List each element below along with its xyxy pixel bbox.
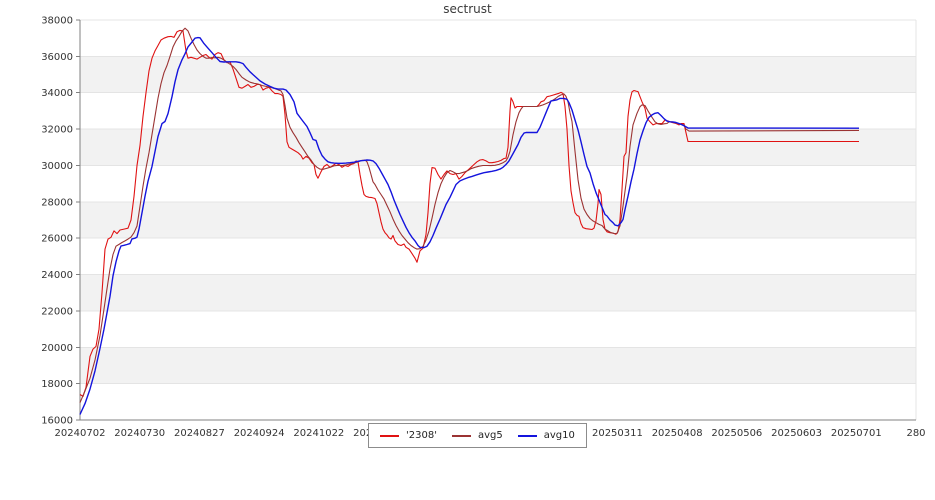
y-tick-label: 26000 (41, 234, 73, 245)
y-tick-label: 30000 (41, 161, 73, 172)
y-tick-label: 38000 (41, 16, 73, 27)
legend-item: avg10 (517, 429, 575, 441)
plot-band (80, 347, 916, 384)
plot-band (80, 274, 916, 311)
x-tick-label: 20240730 (114, 428, 165, 439)
y-tick-label: 32000 (41, 125, 73, 136)
x-tick-label: 20240827 (174, 428, 225, 439)
x-tick-label: 20250311 (592, 428, 643, 439)
y-tick-label: 24000 (41, 270, 73, 281)
legend-dash-icon (517, 434, 537, 437)
series-line-avg5 (79, 27, 860, 403)
x-tick-label: 20250506 (711, 428, 762, 439)
legend-dash-icon (451, 434, 471, 437)
plot-band (80, 201, 916, 239)
legend-item-label: avg5 (477, 429, 503, 441)
y-tick-label: 16000 (41, 416, 73, 427)
legend-dash-icon (380, 434, 399, 437)
plot-axes (76, 19, 916, 421)
plot-band (80, 56, 916, 93)
legend-item: '2308' (380, 429, 437, 441)
x-tick-label: 20241022 (293, 428, 344, 439)
x-tick-label: 280 (906, 428, 925, 439)
legend-item: avg5 (451, 429, 503, 441)
x-tick-label: 20240702 (55, 428, 106, 439)
y-tick-label: 28000 (41, 197, 73, 208)
y-tick-label: 22000 (41, 306, 73, 317)
legend: '2308' avg5 avg10 (368, 423, 587, 448)
y-tick-label: 20000 (41, 343, 73, 354)
x-tick-label: 20250408 (652, 428, 703, 439)
y-tick-label: 34000 (41, 88, 73, 99)
x-tick-label: 20250701 (831, 428, 882, 439)
y-tick-labels: 16000 18000 20000 22000 24000 26000 28000 30000… (41, 16, 73, 427)
x-tick-label: 20250603 (771, 428, 822, 439)
y-tick-label: 36000 (41, 52, 73, 63)
chart-title: sectrust (443, 2, 492, 16)
plot-bands (80, 56, 916, 384)
x-tick-label: 20240924 (234, 428, 285, 439)
plot-grid (80, 19, 917, 421)
legend-item-label: '2308' (406, 429, 437, 441)
series-line-2308 (79, 29, 859, 397)
y-tick-label: 18000 (41, 379, 73, 390)
series-line-avg10 (79, 36, 860, 415)
plot-band (80, 129, 916, 166)
legend-item-label: avg10 (543, 429, 575, 441)
